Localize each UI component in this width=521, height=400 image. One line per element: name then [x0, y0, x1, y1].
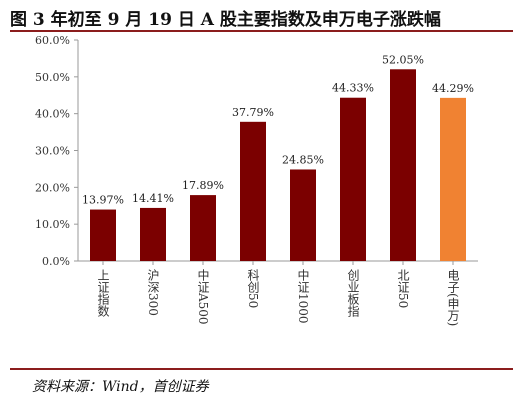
bar	[90, 209, 116, 261]
bar	[440, 97, 466, 261]
category-label: 中证1000	[296, 268, 310, 324]
bar-value-label: 52.05%	[382, 53, 424, 66]
bar-value-label: 14.41%	[132, 192, 174, 205]
y-tick-label: 30.0%	[35, 145, 70, 158]
bar-value-label: 13.97%	[82, 194, 124, 207]
y-tick-label: 10.0%	[35, 218, 70, 231]
bar-value-label: 17.89%	[182, 179, 224, 192]
bar	[340, 97, 366, 261]
bar-chart: 0.0% 10.0% 20.0% 30.0% 40.0% 50.0% 60.0% 13.97%…	[35, 34, 478, 327]
y-tick-label: 20.0%	[35, 181, 70, 194]
bottom-rule	[10, 368, 513, 370]
category-label: 北证50	[396, 269, 410, 309]
category-label: 创业板指	[346, 269, 360, 318]
y-tick-label: 50.0%	[35, 71, 70, 84]
y-tick-label: 60.0%	[35, 34, 70, 47]
bar	[140, 207, 166, 261]
bar	[240, 121, 266, 262]
bar-value-label: 37.79%	[232, 106, 274, 119]
category-label: 上证指数	[96, 269, 110, 318]
y-tick-label: 40.0%	[35, 108, 70, 121]
category-label: 电子(申万)	[446, 269, 460, 327]
category-label: 中证A500	[196, 268, 210, 325]
page-title: 图 3 年初至 9 月 19 日 A 股主要指数及申万电子涨跌幅	[10, 10, 441, 30]
bar	[390, 69, 416, 261]
bar-value-label: 44.33%	[332, 82, 374, 95]
category-label: 沪深300	[146, 269, 160, 316]
title-rule	[10, 30, 513, 32]
bar-value-label: 44.29%	[432, 82, 474, 95]
bar-value-label: 24.85%	[282, 153, 324, 166]
bar	[190, 195, 216, 261]
category-label: 科创50	[246, 269, 260, 309]
source-note: 资料来源：Wind，首创证券	[32, 379, 209, 395]
y-tick-label: 0.0%	[42, 255, 70, 268]
bar	[290, 169, 316, 261]
